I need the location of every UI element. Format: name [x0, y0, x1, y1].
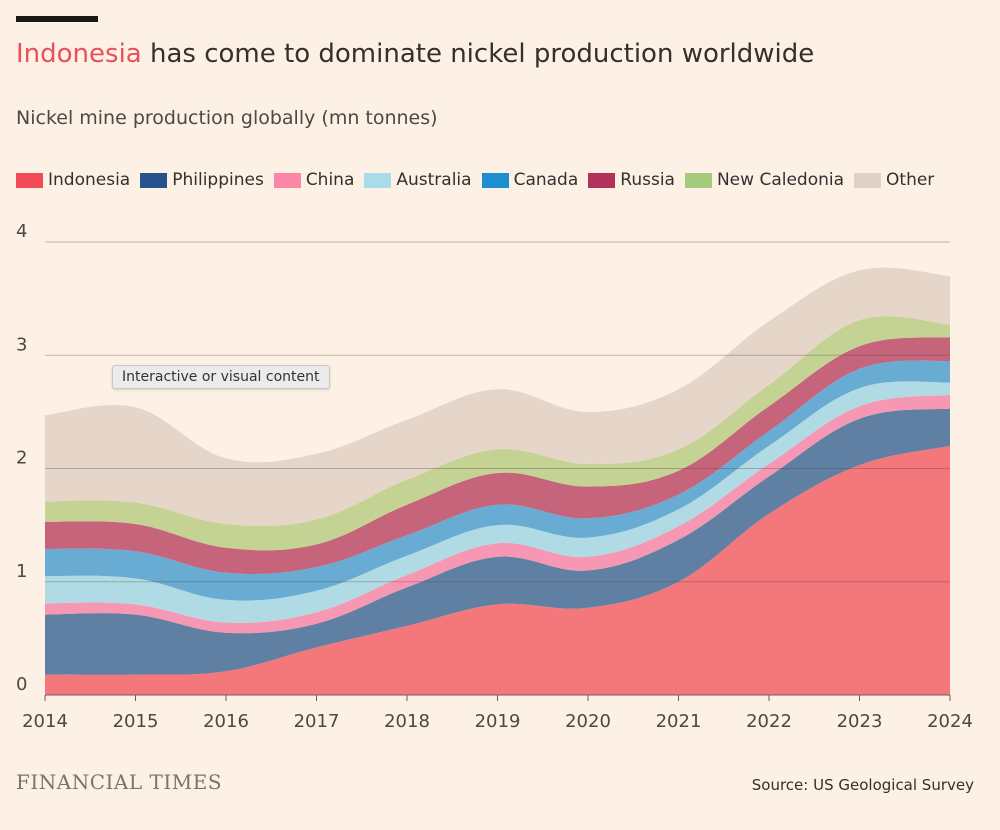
legend-label: New Caledonia: [716, 170, 845, 190]
y-tick-label: 4: [16, 221, 27, 242]
area-china: [45, 394, 950, 634]
legend-item-other: Other: [854, 170, 934, 190]
interactive-content-tooltip: Interactive or visual content: [112, 365, 330, 389]
x-tick-label: 2022: [746, 711, 792, 732]
legend-swatch: [140, 172, 168, 188]
area-russia: [45, 337, 950, 574]
x-tick-label: 2021: [656, 711, 702, 732]
y-tick-label: 3: [16, 334, 27, 355]
legend-label: China: [305, 170, 355, 190]
title-rest: has come to dominate nickel production w…: [141, 39, 815, 69]
area-canada: [45, 360, 950, 601]
legend-swatch: [684, 172, 712, 188]
legend-item-canada: Canada: [481, 170, 579, 190]
y-tick-label: 1: [16, 561, 27, 582]
area-other: [45, 267, 950, 527]
x-tick-label: 2014: [22, 711, 68, 732]
x-tick-label: 2019: [475, 711, 521, 732]
area-new-caledonia: [45, 316, 950, 551]
x-axis: 2014 2015 2016 2017 2018 2019 2020 2021 2022 2023…: [22, 695, 973, 732]
legend-item-russia: Russia: [588, 170, 675, 190]
area-australia: [45, 381, 950, 623]
chart-subtitle: Nickel mine production globally (mn tonn…: [16, 107, 438, 129]
legend-swatch: [588, 172, 616, 188]
legend-label: Philippines: [172, 170, 264, 190]
source-note: Source: US Geological Survey: [751, 776, 974, 794]
legend-item-new-caledonia: New Caledonia: [684, 170, 845, 190]
x-tick-label: 2020: [565, 711, 611, 732]
legend: Indonesia Philippines China Australia Canada…: [16, 170, 944, 190]
legend-label: Russia: [620, 170, 675, 190]
title-highlight: Indonesia: [16, 39, 142, 69]
legend-swatch: [364, 172, 392, 188]
ft-logo: FINANCIAL TIMES: [16, 770, 223, 794]
x-tick-label: 2017: [294, 711, 340, 732]
area-philippines: [45, 408, 950, 675]
legend-label: Canada: [513, 170, 579, 190]
legend-item-australia: Australia: [364, 170, 472, 190]
legend-item-china: China: [273, 170, 355, 190]
legend-swatch: [16, 172, 43, 188]
x-tick-label: 2018: [384, 711, 430, 732]
x-tick-label: 2016: [203, 711, 249, 732]
area-indonesia: [45, 445, 950, 695]
legend-label: Indonesia: [48, 170, 131, 190]
legend-item-philippines: Philippines: [140, 170, 264, 190]
x-tick-label: 2024: [927, 711, 973, 732]
legend-swatch: [481, 172, 509, 188]
legend-item-indonesia: Indonesia: [16, 170, 130, 190]
area-layers: [45, 267, 950, 695]
legend-swatch: [854, 172, 882, 188]
y-tick-label: 0: [16, 674, 27, 695]
x-tick-label: 2023: [837, 711, 883, 732]
legend-swatch: [273, 172, 301, 188]
x-tick-label: 2015: [113, 711, 159, 732]
legend-label: Australia: [396, 170, 472, 190]
y-tick-label: 2: [16, 448, 27, 469]
chart-title: Indonesia has come to dominate nickel pr…: [16, 36, 814, 72]
header-rule: [16, 16, 98, 22]
legend-label: Other: [886, 170, 935, 190]
